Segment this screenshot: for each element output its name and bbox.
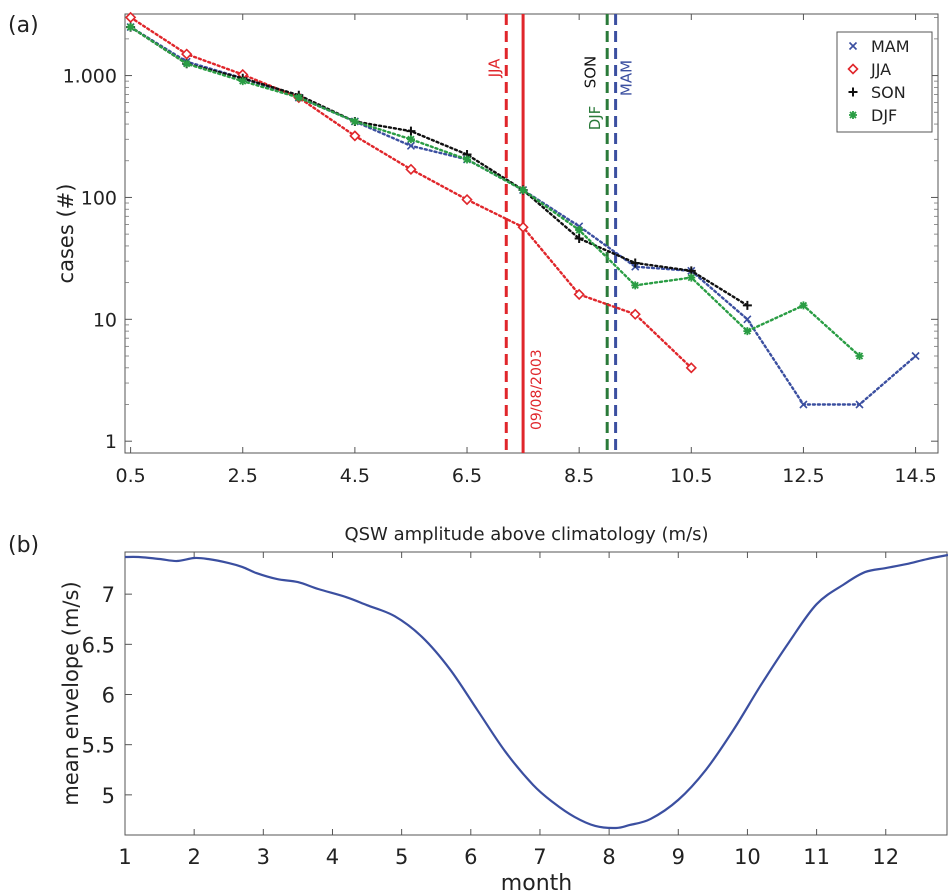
panel-label-b: (b) [8, 533, 39, 558]
legend-label-DJF: DJF [871, 106, 897, 125]
x-tick-label-a: 6.5 [452, 465, 482, 487]
x-tick-label-b: 2 [187, 845, 200, 869]
x-axis-label-b: month [501, 871, 572, 895]
data-point-MAM [855, 400, 864, 409]
x-tick-label-b: 11 [803, 845, 830, 869]
data-point-DJF [406, 135, 415, 144]
legend-marker-SON [848, 87, 858, 97]
panel-label-a: (a) [8, 13, 39, 38]
x-tick-label-a: 4.5 [340, 465, 370, 487]
data-point-DJF [687, 273, 696, 282]
x-tick-label-b: 6 [464, 845, 477, 869]
x-tick-label-a: 8.5 [564, 465, 594, 487]
series-line-DJF [129, 25, 861, 358]
data-point-JJA [517, 221, 529, 233]
x-tick-label-b: 7 [533, 845, 546, 869]
x-tick-label-b: 10 [734, 845, 761, 869]
data-point-DJF [350, 117, 359, 126]
legend-label-SON: SON [871, 83, 906, 102]
data-point-DJF [743, 327, 752, 336]
data-point-DJF [631, 281, 640, 290]
x-tick-label-b: 1 [118, 845, 131, 869]
x-tick-label-a: 10.5 [670, 465, 712, 487]
data-point-MAM [743, 315, 752, 324]
chart-title-b: QSW amplitude above climatology (m/s) [344, 524, 708, 545]
data-point-SON [406, 126, 416, 136]
x-tick-label-b: 3 [257, 845, 270, 869]
y-tick-label-a: 100 [81, 187, 117, 209]
x-tick-label-b: 8 [602, 845, 615, 869]
data-point-DJF [182, 59, 191, 68]
y-axis-label-a: cases (#) [54, 184, 78, 284]
y-tick-label-b: 5.5 [82, 734, 115, 758]
event-line-label-4: MAM [618, 60, 636, 96]
data-point-DJF [294, 93, 303, 102]
x-tick-label-a: 0.5 [115, 465, 145, 487]
x-tick-label-a: 14.5 [894, 465, 936, 487]
legend-marker-JJA [847, 63, 859, 75]
data-point-MAM [406, 141, 416, 150]
y-tick-label-a: 1 [105, 431, 117, 453]
y-tick-label-a: 10 [93, 309, 117, 331]
x-tick-label-a: 2.5 [228, 465, 258, 487]
data-point-JJA [405, 163, 417, 175]
data-point-SON [630, 258, 640, 268]
data-point-JJA [461, 193, 473, 206]
data-point-JJA [573, 288, 585, 301]
event-line-label-2: DJF [586, 106, 604, 131]
legend-marker-MAM [848, 41, 858, 51]
data-point-MAM [799, 400, 808, 409]
legend-marker-DJF [849, 111, 857, 119]
legend-label-MAM: MAM [871, 37, 910, 56]
plot-area-b [124, 551, 948, 836]
panel-b: (b) QSW amplitude above climatology (m/s)… [8, 524, 948, 895]
y-tick-label-b: 7 [102, 583, 115, 607]
x-tick-label-b: 4 [326, 845, 339, 869]
x-tick-label-b: 12 [872, 845, 899, 869]
x-tick-label-b: 5 [395, 845, 408, 869]
data-point-JJA [629, 308, 641, 320]
data-point-JJA [124, 11, 137, 24]
y-axis-label-b: mean envelope (m/s) [59, 581, 83, 805]
data-point-DJF [238, 77, 247, 86]
x-tick-label-b: 9 [672, 845, 685, 869]
data-point-JJA [349, 130, 361, 142]
y-tick-label-a: 1.000 [63, 66, 117, 88]
series-line-envelope [124, 553, 948, 830]
y-tick-label-b: 6.5 [82, 633, 115, 657]
data-point-DJF [575, 226, 584, 235]
data-point-DJF [855, 352, 864, 361]
data-point-DJF [463, 155, 472, 164]
data-point-DJF [126, 23, 135, 32]
data-point-DJF [799, 301, 808, 310]
y-tick-label-b: 5 [102, 784, 115, 808]
legend-label-JJA: JJA [870, 60, 891, 79]
y-tick-label-b: 6 [102, 684, 115, 708]
data-point-SON [574, 234, 584, 244]
data-point-MAM [911, 351, 920, 361]
event-line-label-0: JJA [485, 58, 503, 79]
series-line-SON [129, 25, 749, 307]
data-point-DJF [519, 186, 528, 195]
event-line-label-1: 09/08/2003 [529, 349, 545, 430]
panel-a: (a) 0.5 2.5 4.5 6.5 8.5 10.5 12.5 14.5 1 10 100 1.00… [8, 11, 939, 487]
data-point-SON [742, 300, 752, 310]
data-point-JJA [181, 48, 193, 60]
data-point-JJA [685, 362, 697, 374]
event-line-label-3: SON [582, 56, 600, 89]
x-tick-label-a: 12.5 [782, 465, 824, 487]
